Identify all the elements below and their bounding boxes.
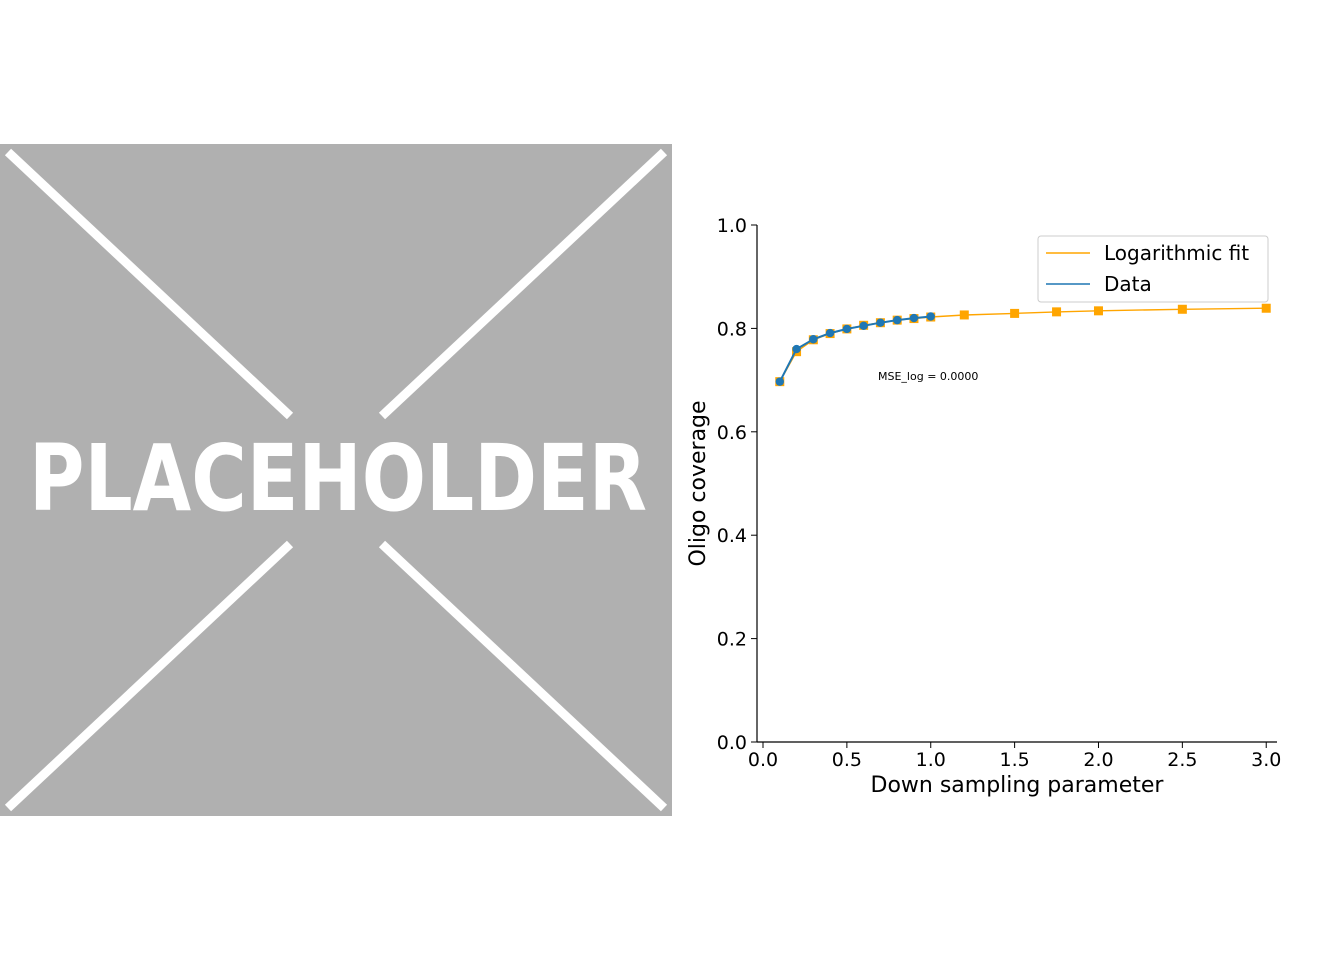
data-point [775,377,784,386]
x-tick-label: 3.0 [1251,749,1281,771]
fit-point [1177,304,1187,314]
fit-point [1261,303,1271,313]
chart-legend: Logarithmic fit Data [1037,235,1269,303]
placeholder-cross-line [4,148,294,420]
placeholder-cross-line [378,540,668,812]
placeholder-image: PLACEHOLDER [0,144,672,816]
placeholder-graphic: PLACEHOLDER [0,144,672,816]
placeholder-cross-line [4,540,294,812]
x-tick-label: 0.0 [748,749,778,771]
y-tick-label: 0.2 [717,629,747,651]
x-tick-label: 2.0 [1083,749,1113,771]
legend-entry: Logarithmic fit [1104,241,1249,265]
y-tick-label: 0.8 [717,318,747,340]
y-axis-label: Oligo coverage [686,400,711,566]
chart-series [775,303,1271,387]
legend-box [1037,235,1269,303]
fit-point [1052,307,1062,317]
mse-annotation: MSE_log = 0.0000 [878,370,978,383]
placeholder-background [0,144,672,816]
x-tick-label: 0.5 [832,749,862,771]
data-point [842,324,852,334]
placeholder-label: PLACEHOLDER [29,425,647,532]
legend-entry: Data [1104,272,1152,296]
data-point [909,313,919,323]
x-axis-label: Down sampling parameter [871,773,1165,798]
data-point [809,335,818,344]
fit-point [959,310,969,320]
data-point [825,328,835,338]
y-tick-label: 0.0 [717,732,747,754]
data-point [876,318,885,327]
y-tick-label: 0.6 [717,422,747,444]
series-line-1 [778,315,931,383]
data-point [926,312,935,321]
coverage-chart: 0.0 0.5 1.0 1.5 2.0 2.5 3.00.00.20.40.60.81.0 … [686,215,1282,798]
fit-point [1010,308,1020,318]
fit-point [1093,306,1103,316]
data-point [859,321,868,331]
x-tick-label: 2.5 [1167,749,1197,771]
placeholder-cross-line [378,148,668,420]
x-tick-label: 1.5 [1000,749,1030,771]
data-point [792,344,801,354]
y-tick-label: 1.0 [717,215,747,237]
data-point [892,315,902,325]
x-tick-label: 1.0 [916,749,946,771]
series-line-0 [779,307,1267,383]
y-tick-label: 0.4 [717,525,747,547]
chart-axes: 0.0 0.5 1.0 1.5 2.0 2.5 3.0 0.0 0.2 0.4 0.6 0.8 1.0 [717,215,1282,771]
